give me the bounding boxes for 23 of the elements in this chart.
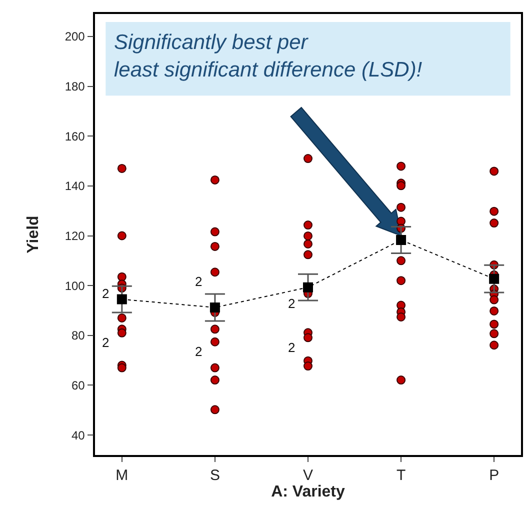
y-tick-label: 200: [64, 30, 86, 44]
annotation: 2: [102, 335, 110, 350]
annotation: 2: [195, 274, 202, 289]
y-axis-title: Yield: [25, 216, 42, 254]
x-axis-title: A: Variety: [271, 484, 346, 501]
x-tick-label: V: [302, 466, 314, 484]
annotation: 2: [288, 340, 296, 355]
y-tick-label: 160: [64, 129, 86, 144]
y-tick-label: 80: [71, 328, 86, 343]
x-tick-label: S: [210, 466, 220, 484]
annotation: Significantly best per least significant difference (LSD)!: [114, 31, 422, 82]
y-tick-label: 180: [64, 79, 86, 94]
x-tick-label: T: [396, 466, 406, 484]
annotation: 2: [102, 286, 110, 301]
y-tick-label: 140: [64, 179, 86, 194]
annotation: 2: [288, 296, 296, 311]
x-tick-label: P: [489, 466, 500, 484]
y-tick-label: 100: [64, 278, 86, 293]
x-tick-label: M: [116, 466, 128, 484]
y-tick-label: 40: [71, 428, 86, 442]
y-tick-label: 120: [64, 228, 86, 243]
y-tick-label: 60: [71, 378, 86, 392]
annotation: 2: [195, 344, 202, 359]
